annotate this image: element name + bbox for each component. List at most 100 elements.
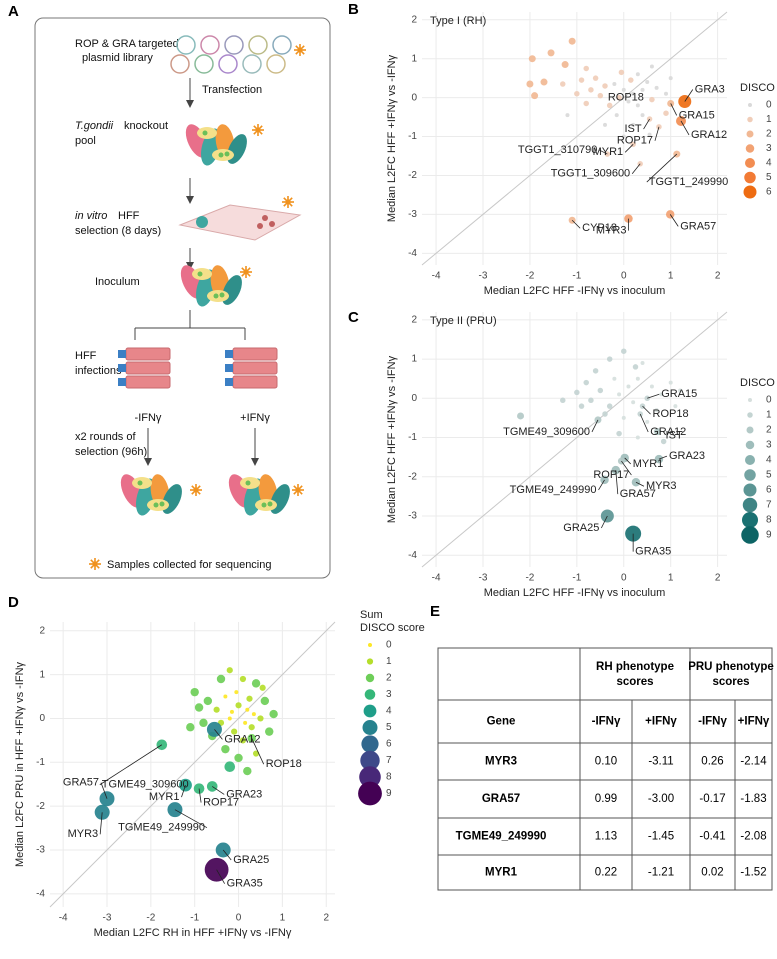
- table-cell: -1.45: [648, 831, 674, 843]
- point-label: MYR3: [68, 828, 99, 840]
- point: [592, 368, 599, 374]
- leader-line: [680, 120, 690, 136]
- panel-label: B: [348, 1, 359, 18]
- step-text: HFF: [118, 210, 140, 222]
- x-tick-label: 2: [323, 913, 329, 924]
- legend-swatch: [746, 426, 754, 434]
- legend-title: DISCO: [740, 377, 775, 389]
- point-label: IST: [624, 123, 641, 135]
- y-axis-title: Median L2FC HFF +IFNγ vs -IFNγ: [386, 355, 398, 523]
- x-axis-title: Median L2FC HFF -IFNγ vs inoculum: [484, 285, 666, 297]
- legend-swatch: [747, 412, 753, 418]
- point: [583, 100, 589, 107]
- point: [668, 76, 673, 81]
- x-tick-label: -1: [572, 271, 581, 282]
- x-tick-label: 0: [621, 271, 627, 282]
- leader-line: [670, 103, 678, 116]
- legend-title: DISCO score: [360, 622, 425, 634]
- table-group-header: scores: [616, 676, 653, 688]
- x-tick-label: 2: [715, 271, 721, 282]
- point: [540, 78, 548, 86]
- point: [649, 96, 655, 103]
- leader-line: [100, 782, 108, 799]
- x-tick-label: 1: [668, 573, 674, 584]
- point: [649, 64, 654, 69]
- y-tick-label: -1: [408, 432, 417, 443]
- legend-label: 3: [386, 689, 392, 700]
- table-header: -IFNγ: [592, 716, 621, 728]
- table-cell: MYR1: [485, 867, 518, 879]
- point-label: ROP18: [266, 758, 302, 770]
- diagonal-line: [49, 621, 336, 908]
- table-group-header: scores: [712, 676, 749, 688]
- table-cell: TGME49_249990: [456, 831, 547, 843]
- point: [616, 430, 622, 437]
- point: [645, 80, 650, 85]
- x-tick-label: -1: [572, 573, 581, 584]
- legend-swatch: [745, 158, 755, 168]
- plasmids: [170, 35, 292, 74]
- legend-label: 7: [766, 500, 772, 511]
- point-label: CYP18: [582, 222, 617, 234]
- point: [631, 122, 636, 127]
- table-header: Gene: [487, 716, 516, 728]
- legend-swatch: [368, 643, 372, 647]
- panel-a: A ROP & GRA targeted plasmid library Tra…: [8, 3, 331, 579]
- point: [239, 737, 247, 744]
- step-text: plasmid library: [82, 52, 153, 64]
- y-tick-label: -1: [36, 757, 45, 768]
- point: [243, 766, 252, 776]
- point-label: GRA23: [226, 788, 262, 800]
- legend-swatch: [743, 185, 757, 199]
- chart-title: Type I (RH): [430, 15, 486, 27]
- panel-label: E: [430, 603, 440, 620]
- legend-label: 2: [766, 129, 772, 140]
- x-tick-label: -3: [103, 913, 112, 924]
- table-cell: 0.22: [595, 867, 617, 879]
- table-cell: -1.52: [740, 867, 766, 879]
- point: [259, 684, 266, 691]
- point-label: ROP17: [593, 469, 629, 481]
- table-cell: 0.26: [701, 756, 723, 768]
- point-label: GRA35: [227, 878, 263, 890]
- point: [663, 110, 669, 116]
- x-tick-label: -3: [479, 271, 488, 282]
- x-axis-title: Median L2FC RH in HFF +IFNγ vs -IFNγ: [94, 927, 292, 939]
- point: [621, 415, 626, 420]
- table-group-header: RH phenotype: [596, 661, 674, 673]
- leader-line: [635, 481, 645, 487]
- point: [526, 80, 534, 88]
- legend-swatch: [745, 144, 755, 153]
- point: [606, 356, 613, 362]
- point-label: TGGT1_249990: [649, 176, 729, 188]
- table-cell: -3.11: [648, 756, 673, 768]
- legend-label: 9: [386, 788, 392, 799]
- point: [628, 77, 634, 83]
- point: [223, 694, 228, 699]
- leader-line: [598, 479, 605, 491]
- point: [246, 695, 253, 702]
- legend-label: 8: [766, 515, 772, 526]
- y-tick-label: 0: [411, 393, 417, 404]
- point: [664, 91, 668, 96]
- leader-line: [251, 738, 265, 765]
- point: [583, 65, 589, 72]
- point: [606, 403, 613, 409]
- leader-line: [654, 126, 660, 141]
- point-label: TGGT1_309600: [551, 168, 631, 180]
- point-label: ROP17: [203, 797, 239, 809]
- x-tick-label: -4: [432, 573, 441, 584]
- point: [654, 85, 659, 90]
- leader-line: [647, 393, 660, 399]
- diagram-frame: [34, 17, 331, 579]
- point: [560, 397, 566, 404]
- legend-label: 3: [766, 143, 772, 154]
- point: [547, 49, 555, 57]
- point: [234, 753, 243, 763]
- point: [257, 715, 264, 722]
- leader-line: [174, 809, 208, 829]
- point: [588, 87, 594, 93]
- point: [602, 411, 608, 417]
- leader-line: [642, 405, 651, 415]
